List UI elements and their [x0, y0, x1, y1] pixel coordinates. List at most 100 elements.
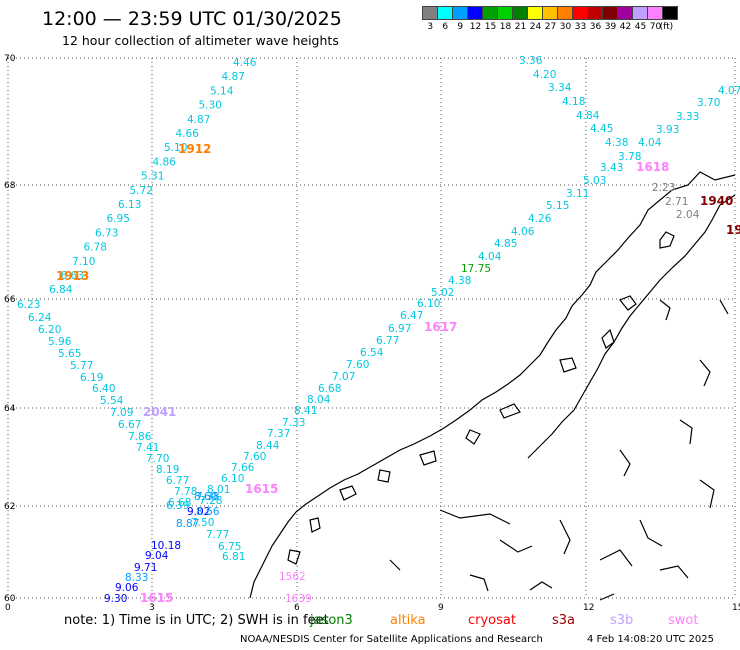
wave-height-labels: 4.46 4.87 5.14 5.30 4.87 4.66 5.10 4.86 5.31 5.72… [17, 55, 740, 605]
legend-label: 9 [457, 22, 464, 32]
legend-label: 18 [499, 22, 512, 32]
wave-height-value: 7.28 [199, 495, 222, 507]
sat-swot: swot [668, 613, 699, 628]
legend-label: 45 [634, 22, 647, 32]
wave-height-value: 4.04 [478, 251, 502, 263]
coastline-segment [499, 539, 533, 553]
wave-height-value: 4.84 [576, 110, 600, 122]
sat-jason3: jason3 [310, 613, 353, 628]
coastline-segment [599, 549, 633, 567]
y-tick-label: 60 [4, 594, 16, 604]
time-label: 1639 [285, 593, 312, 605]
coastline-segment [465, 429, 481, 445]
wave-height-value: 5.15 [546, 200, 569, 212]
coastline-segment [559, 357, 577, 373]
wave-height-value: 6.10 [221, 473, 244, 485]
x-tick-label: 15 [732, 603, 740, 613]
wave-height-value: 4.66 [176, 128, 200, 140]
wave-height-value: 6.73 [95, 227, 118, 239]
sat-s3b: s3b [610, 613, 634, 628]
coastline-segment [679, 419, 693, 445]
legend-label: (ft) [659, 22, 674, 32]
wave-height-value: 10.18 [151, 540, 181, 552]
wave-height-value: 8.41 [294, 405, 317, 417]
wave-height-value: 9.04 [145, 550, 169, 562]
wave-height-value: 4.07 [718, 85, 740, 97]
wave-height-value: 6.97 [388, 323, 411, 335]
wave-height-value: 3.93 [656, 124, 679, 136]
time-label: 1615 [245, 482, 278, 496]
coastline-segment [389, 559, 401, 571]
wave-height-value: 7.07 [332, 371, 355, 383]
wave-height-value: 4.20 [533, 69, 556, 81]
wave-height-value: 6.77 [166, 475, 189, 487]
coastline-segment [339, 485, 357, 501]
legend-label: 70 [649, 22, 662, 32]
legend-label: 30 [559, 22, 572, 32]
wave-height-value: 3.36 [519, 55, 543, 67]
time-label: 1940 [700, 194, 733, 208]
sat-cryosat: cryosat [468, 613, 516, 628]
x-tick-label: 0 [5, 603, 11, 613]
wave-height-value: 3.11 [566, 188, 589, 200]
legend-label: 15 [484, 22, 497, 32]
time-label: 1913 [56, 269, 89, 283]
legend-swatch [662, 6, 678, 20]
coastline-segment [659, 565, 689, 579]
wave-height-value: 4.38 [448, 275, 471, 287]
wave-height-value: 5.77 [70, 360, 93, 372]
wave-height-value: 5.30 [199, 100, 222, 112]
coastline-segment [439, 509, 511, 525]
legend-label: 39 [604, 22, 617, 32]
wave-height-value: 9.30 [104, 593, 127, 605]
wave-height-value: 8.60 [194, 491, 217, 503]
legend-label: 21 [514, 22, 527, 32]
wave-height-value: 5.65 [58, 348, 81, 360]
wave-height-value: 6.13 [118, 199, 141, 211]
wave-height-value: 5.96 [48, 336, 72, 348]
wave-height-value: 8.19 [156, 464, 179, 476]
legend-label: 36 [589, 22, 602, 32]
time-label: 1618 [636, 160, 669, 174]
wave-height-value: 9.02 [187, 506, 210, 518]
coastline-segment [619, 295, 637, 311]
time-label: 1562 [279, 571, 306, 583]
legend-label: 3 [427, 22, 434, 32]
wave-height-value: 4.45 [590, 123, 613, 135]
x-tick-label: 9 [438, 603, 444, 613]
color-legend [422, 6, 678, 20]
wave-height-value: 6.54 [360, 347, 384, 359]
coastline-segment [559, 519, 571, 555]
wave-height-value: 6.68 [318, 383, 341, 395]
coastline-segment [527, 194, 736, 459]
coastline-segment [699, 479, 715, 509]
wave-height-value: 6.40 [92, 383, 115, 395]
x-tick-label: 6 [294, 603, 300, 613]
coastline [249, 171, 736, 601]
credit-text: NOAA/NESDIS Center for Satellite Applica… [240, 634, 543, 645]
wave-height-value: 4.06 [511, 226, 535, 238]
wave-height-value: 3.34 [548, 82, 572, 94]
wave-height-value: 6.75 [218, 541, 241, 553]
wave-height-value: 3.33 [676, 111, 699, 123]
legend-label: 27 [544, 22, 557, 32]
wave-height-value: 8.44 [256, 440, 280, 452]
wave-height-value: 4.87 [222, 71, 245, 83]
x-tick-label: 12 [583, 603, 594, 613]
wave-height-value: 6.19 [80, 372, 103, 384]
time-label: 1912 [178, 142, 211, 156]
wave-height-value: 4.38 [605, 137, 628, 149]
map-title: 12:00 — 23:59 UTC 01/30/2025 [42, 8, 342, 30]
coastline-segment [719, 299, 729, 315]
wave-height-value: 6.81 [222, 551, 245, 563]
wave-height-value: 6.67 [118, 419, 141, 431]
wave-height-value: 6.84 [49, 284, 73, 296]
sat-altika: altika [390, 613, 426, 628]
coastline-segment [287, 549, 301, 565]
time-label: 1617 [424, 320, 457, 334]
wave-height-value: 8.66 [196, 506, 220, 518]
legend-label: 24 [529, 22, 542, 32]
coastline-segment [419, 450, 437, 466]
timestamp-text: 4 Feb 14:08:20 UTC 2025 [587, 634, 714, 645]
